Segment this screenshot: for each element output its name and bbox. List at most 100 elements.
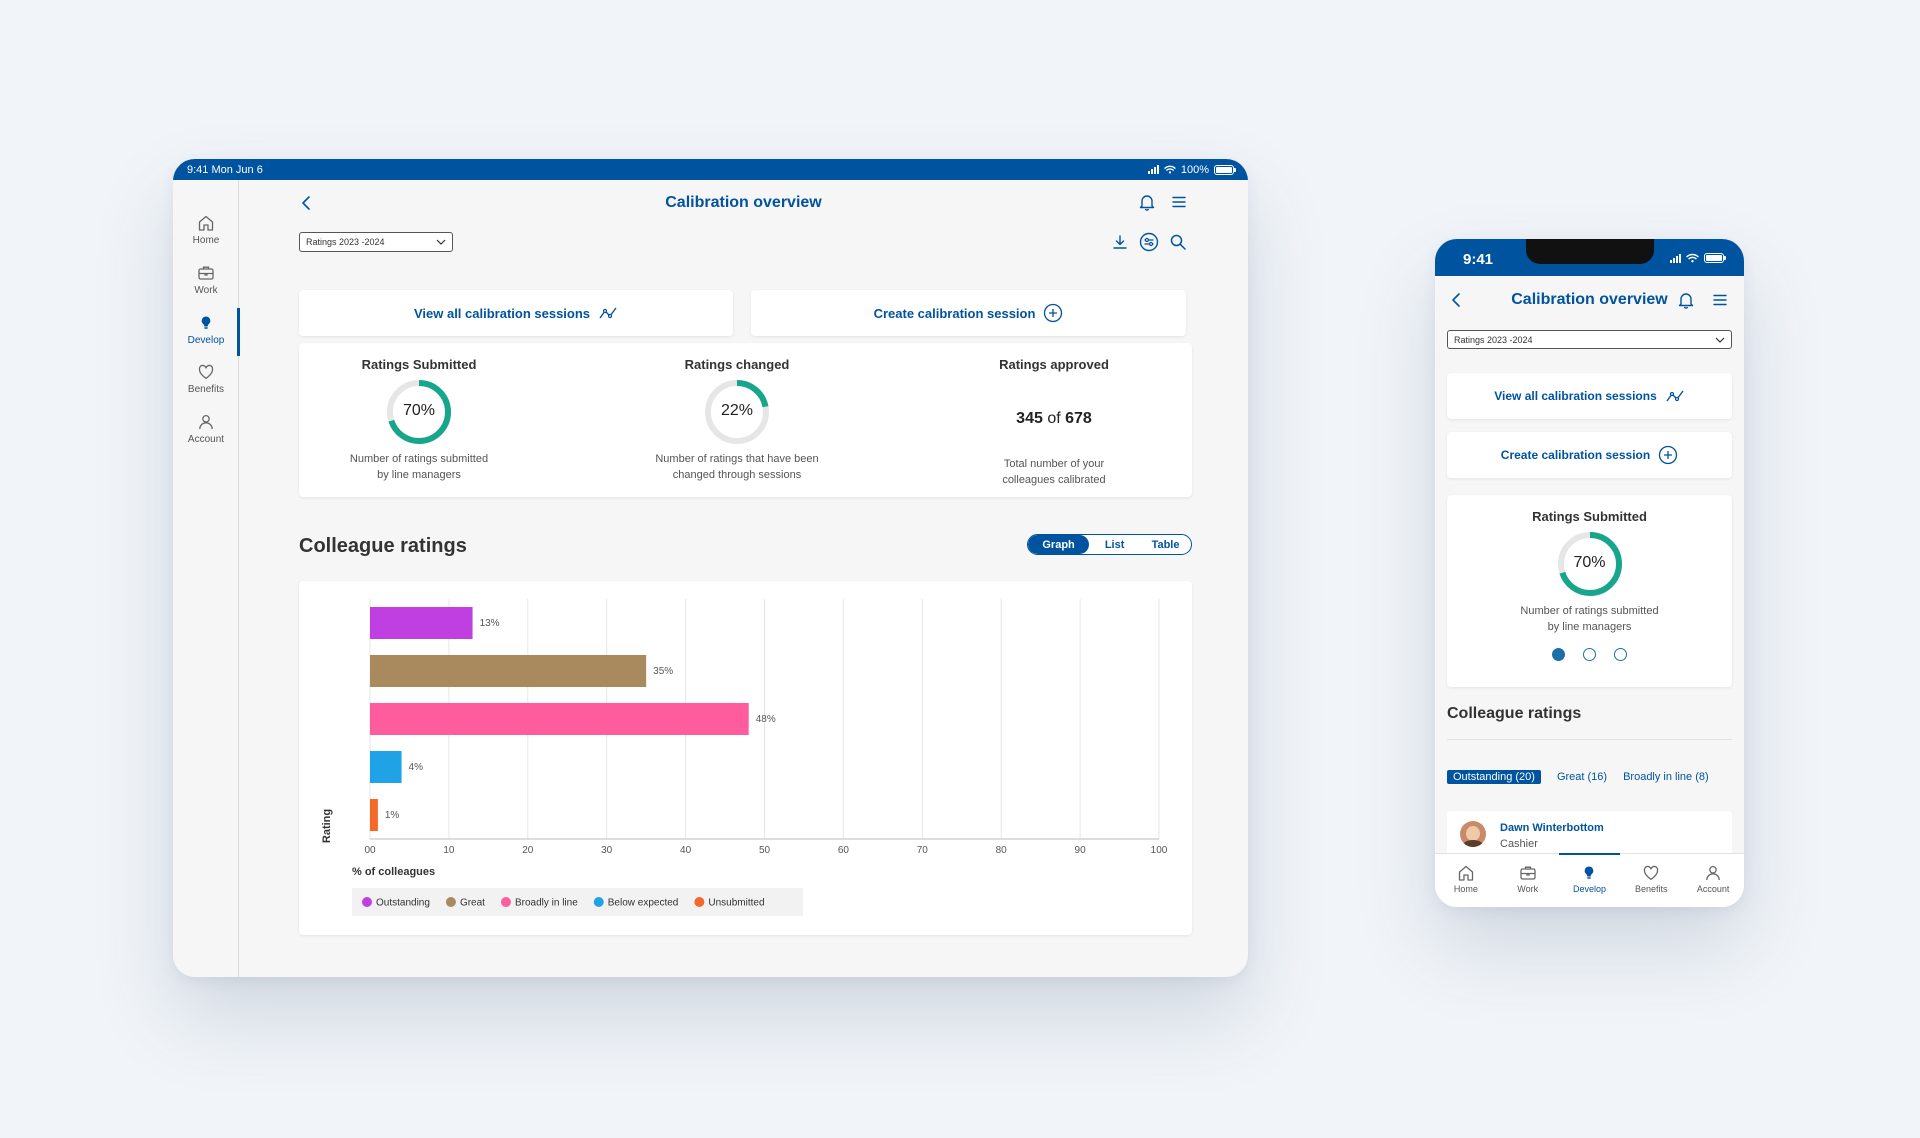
chevron-down-icon [1715,337,1725,343]
heart-icon [1644,865,1659,880]
chevron-left-icon [1452,293,1460,307]
section-title: Colleague ratings [299,535,467,557]
stat-description: Number of ratings submitted [349,453,489,465]
x-axis-label: % of colleagues [352,866,435,878]
tablet-frame: 9:41 Mon Jun 6 100% Home Work Develop Be… [173,159,1248,977]
chevron-down-icon [436,239,446,245]
notch [1526,239,1654,264]
donut-percent: 70% [1573,554,1606,571]
x-tick-label: 80 [996,845,1008,856]
approved-value: 345 [1016,410,1043,427]
x-tick-label: 00 [364,845,376,856]
sidebar-item-benefits[interactable]: Benefits [173,363,239,395]
donut-progress [705,380,769,444]
briefcase-icon [198,266,214,280]
colleague-role: Cashier [1500,838,1538,850]
status-time: 9:41 Mon Jun 6 [187,163,263,176]
view-all-label: View all calibration sessions [1494,389,1657,403]
approved-count: 345 of 678 [934,410,1174,428]
carousel-dot[interactable] [1583,648,1596,661]
chip-great[interactable]: Great (16) [1556,771,1608,783]
person-icon [199,414,213,430]
stat-description: changed through sessions [672,469,802,481]
download-button[interactable] [1111,232,1129,252]
back-button[interactable] [299,194,313,212]
battery-icon [1704,253,1726,263]
tab-work[interactable]: Work [1497,854,1559,907]
legend-label: Broadly in line [515,898,578,909]
status-icons [1670,253,1726,263]
sidebar-item-account[interactable]: Account [173,413,239,445]
tab-label: Work [1517,884,1539,894]
bottom-tab-bar: Home Work Develop Benefits Account [1435,853,1744,907]
stat-ratings-approved: Ratings approved 345 of 678 Total number… [934,343,1174,488]
tab-label: Develop [1572,884,1606,894]
tab-home[interactable]: Home [1435,854,1497,907]
view-all-sessions-button[interactable]: View all calibration sessions [1447,373,1732,419]
select-value: Ratings 2023 -2024 [1454,334,1533,345]
sidebar-item-home[interactable]: Home [173,214,239,246]
status-bar: 9:41 [1435,239,1744,276]
notifications-button[interactable] [1138,192,1156,212]
wifi-icon [1164,165,1176,174]
tab-table[interactable]: Table [1151,538,1180,551]
filter-button[interactable] [1139,232,1159,252]
stat-description: Number of ratings that have been [655,453,819,465]
carousel-dot[interactable] [1614,648,1627,661]
stat-title: Ratings Submitted [361,357,477,372]
tab-account[interactable]: Account [1682,854,1744,907]
sidebar-label: Develop [187,335,225,346]
search-icon [1170,234,1186,250]
ratings-stats-card: Ratings Submitted 70% Number of ratings … [299,343,1192,497]
legend-swatch [362,897,372,907]
tab-benefits[interactable]: Benefits [1620,854,1682,907]
legend-swatch [445,897,456,907]
donut-progress [1557,532,1622,596]
chip-outstanding[interactable]: Outstanding (20) [1447,770,1541,784]
tab-develop[interactable]: Develop [1558,853,1621,907]
tab-graph[interactable]: Graph [1028,535,1090,554]
sidebar-label: Account [187,434,225,445]
battery-percent: 100% [1180,163,1209,176]
legend-label: Great [460,898,485,909]
donut-progress [387,380,451,444]
tab-list[interactable]: List [1104,538,1125,551]
create-label: Create calibration session [873,305,1036,321]
x-tick-label: 60 [838,845,850,856]
rating-filter-chips: Outstanding (20) Great (16) Broadly in l… [1447,770,1744,784]
menu-button[interactable] [1711,291,1729,309]
x-tick-label: 50 [759,845,771,856]
x-tick-label: 30 [601,845,613,856]
chip-broadly-in-line[interactable]: Broadly in line (8) [1623,771,1709,783]
x-tick-label: 100 [1151,845,1168,856]
search-button[interactable] [1169,232,1187,252]
ratings-period-select[interactable]: Ratings 2023 -2024 [299,232,453,252]
colleague-ratings-chart-card: 00 10 20 30 40 50 60 70 80 90 100 13% 35% 48% 4% 1% Rati… [299,581,1192,935]
stat-ratings-submitted: Ratings Submitted 70% Number of ratings … [299,343,539,483]
stat-title: Ratings approved [999,357,1109,372]
tab-label: Benefits [1635,884,1668,894]
notifications-button[interactable] [1677,290,1695,310]
plus-circle-icon [1044,303,1063,323]
x-tick-label: 40 [680,845,692,856]
back-button[interactable] [1449,291,1463,309]
carousel-dot[interactable] [1552,648,1565,661]
donut-percent: 22% [720,402,754,419]
approved-total: 678 [1065,410,1092,427]
lightbulb-icon [201,316,211,329]
create-session-button[interactable]: Create calibration session [751,290,1186,336]
create-session-button[interactable]: Create calibration session [1447,432,1732,478]
bar-unsubmitted [370,799,378,831]
briefcase-icon [1520,866,1536,880]
sidebar-item-work[interactable]: Work [173,264,239,296]
stat-title: Ratings changed [684,357,790,372]
view-all-sessions-button[interactable]: View all calibration sessions [299,290,733,336]
legend-label: Below expected [608,898,679,909]
colleague-list-item[interactable]: Dawn Winterbottom Cashier [1447,811,1732,861]
bell-icon [1678,293,1694,309]
home-icon [1458,865,1474,881]
signal-icon [1670,253,1681,263]
ratings-period-select[interactable]: Ratings 2023 -2024 [1447,330,1732,349]
menu-button[interactable] [1170,193,1188,211]
sidebar-item-develop[interactable]: Develop [173,308,240,356]
